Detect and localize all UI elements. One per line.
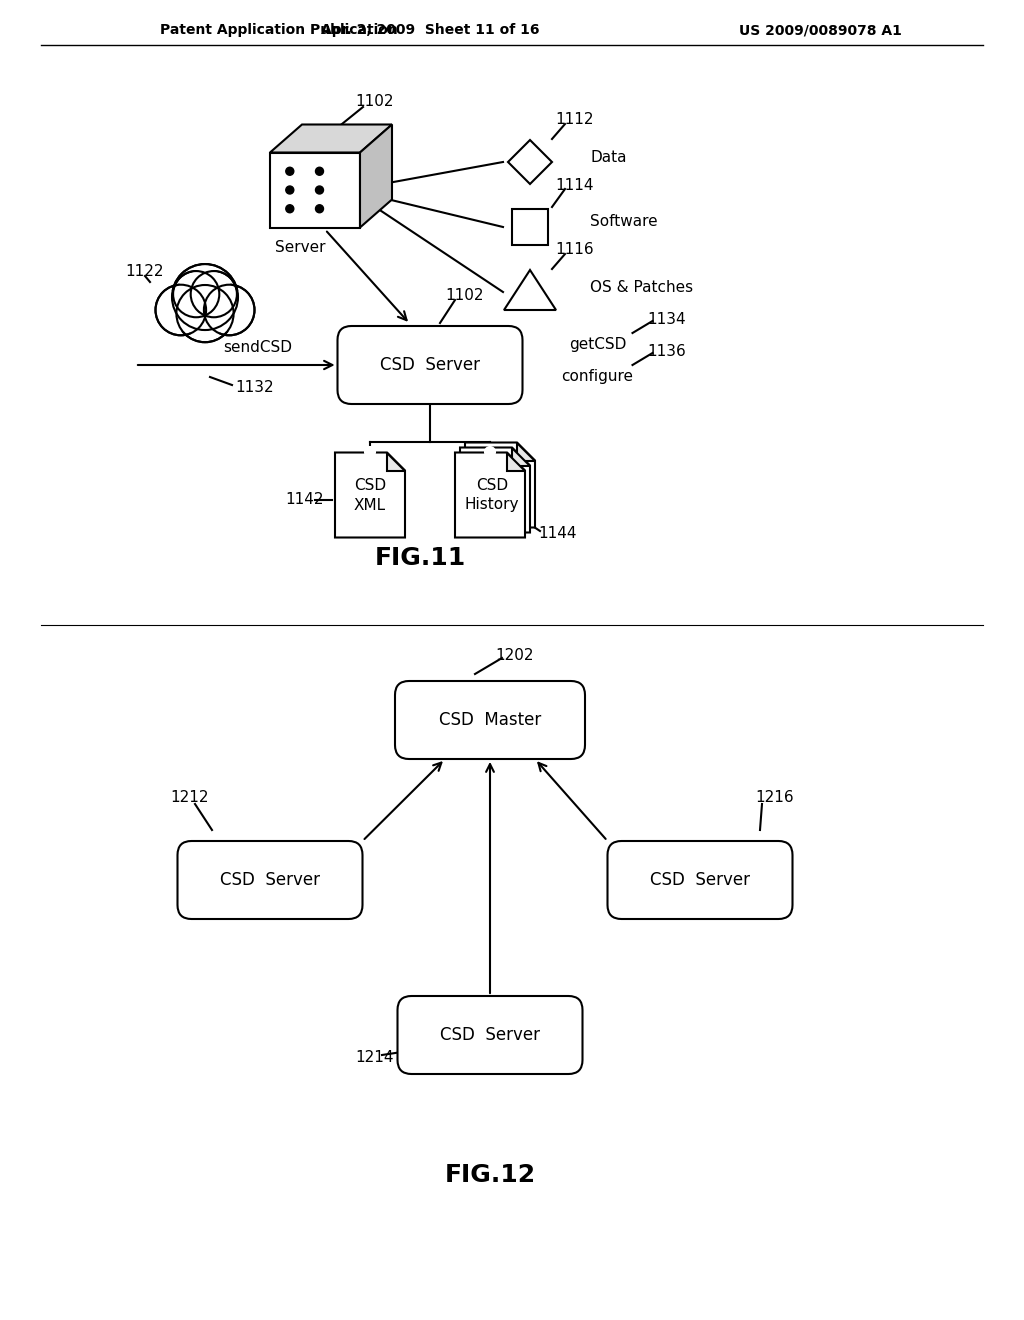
Polygon shape [360,124,392,227]
FancyBboxPatch shape [395,681,585,759]
Circle shape [315,168,324,176]
Circle shape [286,205,294,213]
Text: CSD  Master: CSD Master [439,711,541,729]
Text: Device: Device [181,294,228,309]
Text: OS & Patches: OS & Patches [590,280,693,294]
Text: 1134: 1134 [647,312,686,326]
Circle shape [204,285,255,335]
Text: 1114: 1114 [555,177,594,193]
Text: 1112: 1112 [555,112,594,128]
Text: Cloud: Cloud [185,313,225,327]
Polygon shape [335,453,406,537]
Text: CSD: CSD [476,478,508,492]
Text: Server: Server [274,240,326,256]
Text: History: History [465,498,519,512]
FancyBboxPatch shape [397,997,583,1074]
Polygon shape [507,453,525,470]
Text: 1142: 1142 [285,492,324,507]
Circle shape [485,447,495,457]
Text: 1136: 1136 [647,343,686,359]
Text: 1144: 1144 [538,525,577,540]
Text: XML: XML [354,498,386,512]
Text: 1102: 1102 [355,95,393,110]
Text: sendCSD: sendCSD [223,339,293,355]
Polygon shape [460,447,530,532]
Circle shape [529,341,544,354]
Text: Data: Data [590,149,627,165]
Circle shape [176,285,233,342]
Text: CSD  Server: CSD Server [380,356,480,374]
FancyBboxPatch shape [607,841,793,919]
Circle shape [195,275,232,313]
Text: CSD  Server: CSD Server [220,871,319,888]
Text: getCSD: getCSD [568,337,627,351]
Circle shape [156,285,206,335]
Polygon shape [455,453,525,537]
Text: 1214: 1214 [355,1049,393,1064]
Text: 1216: 1216 [755,791,794,805]
FancyBboxPatch shape [338,326,522,404]
Text: 1122: 1122 [125,264,164,280]
Circle shape [209,289,250,331]
Bar [512,209,548,246]
Polygon shape [387,453,406,470]
Circle shape [178,271,232,325]
Circle shape [365,447,375,457]
Polygon shape [508,140,552,183]
Text: FIG.11: FIG.11 [375,546,466,570]
FancyBboxPatch shape [177,841,362,919]
Text: CSD  Server: CSD Server [440,1026,540,1044]
Text: configure: configure [561,368,634,384]
Text: Apr. 2, 2009  Sheet 11 of 16: Apr. 2, 2009 Sheet 11 of 16 [321,22,540,37]
Text: 1116: 1116 [555,243,594,257]
Text: Software: Software [590,214,657,230]
Circle shape [315,205,324,213]
Text: CSD  Server: CSD Server [650,871,750,888]
Text: 1212: 1212 [170,791,209,805]
Circle shape [160,289,202,331]
Circle shape [286,186,294,194]
Text: CSD: CSD [354,478,386,492]
Circle shape [173,271,219,317]
Text: US 2009/0089078 A1: US 2009/0089078 A1 [738,22,901,37]
Circle shape [529,372,544,385]
Bar [270,153,360,227]
Polygon shape [270,124,392,153]
Circle shape [177,275,215,313]
Circle shape [172,264,238,330]
Circle shape [190,271,237,317]
Text: FIG.12: FIG.12 [444,1163,536,1187]
Circle shape [315,186,324,194]
Text: Patent Application Publication: Patent Application Publication [160,22,397,37]
Text: 1132: 1132 [234,380,273,395]
Polygon shape [517,442,535,461]
Polygon shape [512,447,530,466]
Polygon shape [465,442,535,528]
Polygon shape [504,271,556,310]
Circle shape [181,290,228,337]
Text: 1102: 1102 [445,288,483,302]
Text: 1202: 1202 [495,648,534,663]
Circle shape [286,168,294,176]
